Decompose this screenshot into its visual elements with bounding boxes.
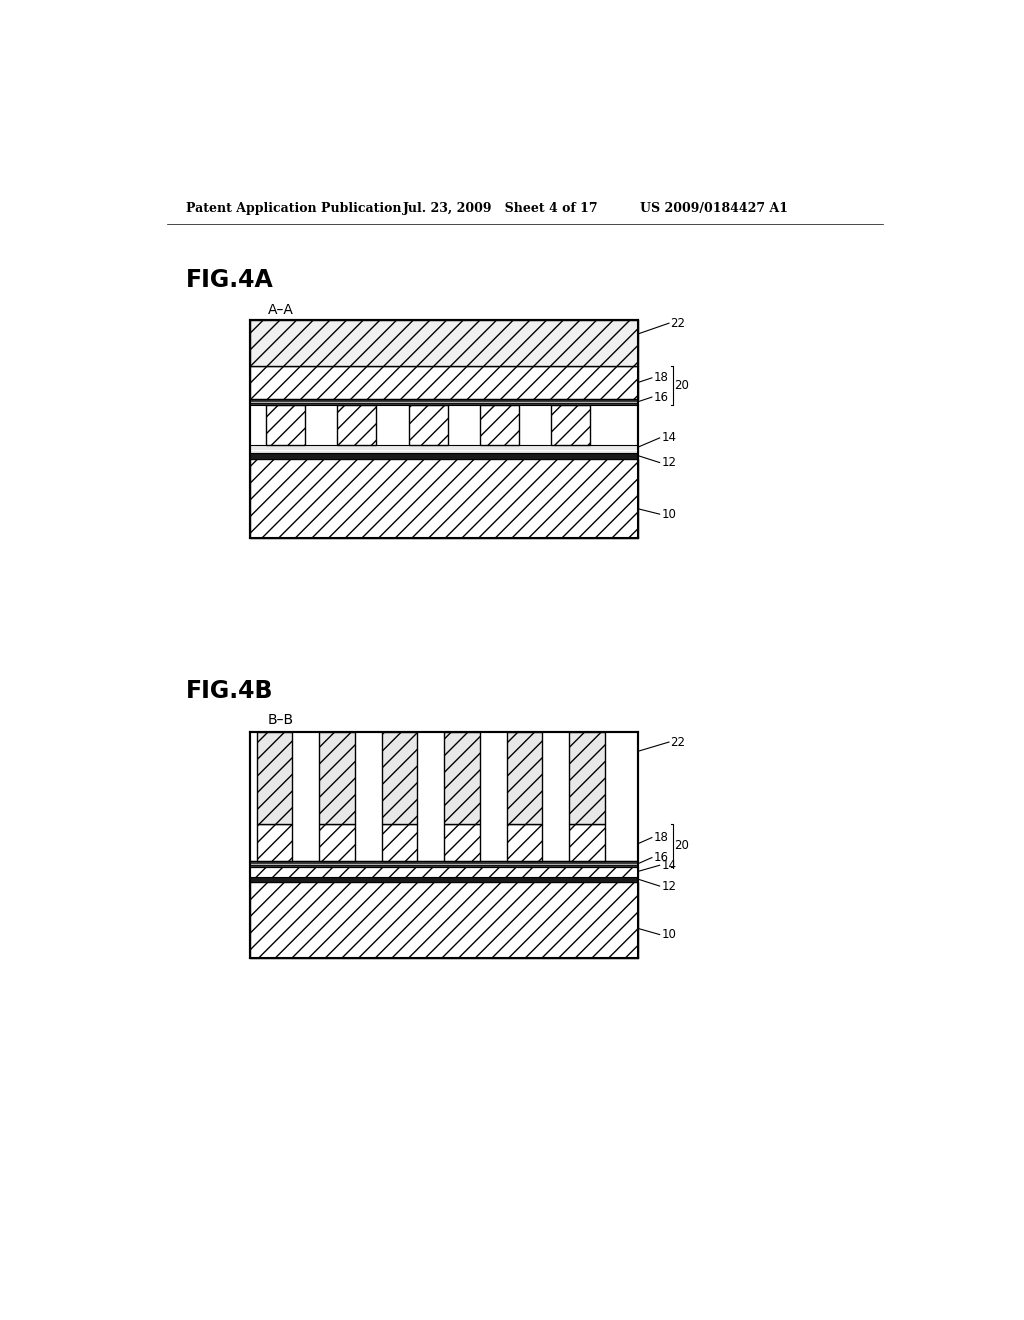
Bar <box>337 405 377 445</box>
Bar <box>409 405 447 445</box>
Bar <box>257 733 292 825</box>
Bar <box>257 825 292 862</box>
Text: 14: 14 <box>662 859 676 871</box>
Text: A–A: A–A <box>267 304 293 317</box>
Text: 22: 22 <box>671 317 685 330</box>
Text: 12: 12 <box>662 455 676 469</box>
Text: FIG.4B: FIG.4B <box>186 680 273 704</box>
Bar <box>251 403 638 405</box>
Bar <box>251 401 638 403</box>
Text: 20: 20 <box>675 840 689 853</box>
Bar <box>251 453 638 459</box>
Text: Jul. 23, 2009   Sheet 4 of 17: Jul. 23, 2009 Sheet 4 of 17 <box>403 202 599 215</box>
Text: 20: 20 <box>675 379 689 392</box>
Bar <box>251 882 638 958</box>
Bar <box>319 825 354 862</box>
Text: 10: 10 <box>662 928 676 941</box>
Bar <box>480 405 519 445</box>
Bar <box>551 405 591 445</box>
Text: US 2009/0184427 A1: US 2009/0184427 A1 <box>640 202 787 215</box>
Bar <box>382 733 418 825</box>
Bar <box>382 825 418 862</box>
Bar <box>266 405 305 445</box>
Text: 10: 10 <box>662 508 676 520</box>
Bar <box>251 400 638 401</box>
Bar <box>251 865 638 867</box>
Text: 12: 12 <box>662 879 676 892</box>
Text: 18: 18 <box>653 371 669 384</box>
Bar <box>251 876 638 882</box>
Bar <box>569 733 605 825</box>
Bar <box>251 862 638 863</box>
Bar <box>251 863 638 865</box>
Text: 16: 16 <box>653 851 669 865</box>
Text: 22: 22 <box>671 735 685 748</box>
Text: 14: 14 <box>662 432 676 445</box>
Text: B–B: B–B <box>267 714 294 727</box>
Text: FIG.4A: FIG.4A <box>186 268 273 292</box>
Bar <box>251 733 638 958</box>
Bar <box>251 321 638 367</box>
Text: 18: 18 <box>653 832 669 843</box>
Bar <box>319 733 354 825</box>
Text: Patent Application Publication: Patent Application Publication <box>186 202 401 215</box>
Bar <box>251 867 638 876</box>
Bar <box>507 825 543 862</box>
Bar <box>444 733 480 825</box>
Bar <box>444 825 480 862</box>
Text: 16: 16 <box>653 391 669 404</box>
Bar <box>251 459 638 539</box>
Bar <box>569 825 605 862</box>
Bar <box>251 321 638 539</box>
Bar <box>507 733 543 825</box>
Bar <box>251 367 638 400</box>
Bar <box>251 445 638 453</box>
